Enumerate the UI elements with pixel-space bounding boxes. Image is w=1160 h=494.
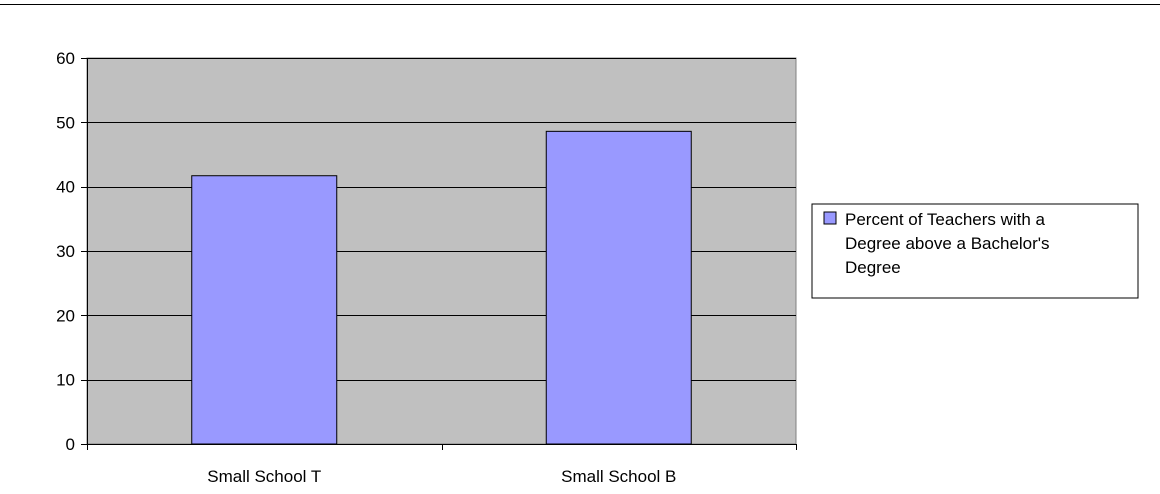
legend-label-line-1: Degree above a Bachelor's bbox=[845, 234, 1050, 253]
bar-small-school-b bbox=[545, 130, 692, 445]
x-tick-label-1: Small School B bbox=[561, 467, 676, 486]
y-tick-label-40: 40 bbox=[56, 178, 75, 197]
legend-label-line-2: Degree bbox=[845, 258, 901, 277]
axes bbox=[81, 58, 797, 450]
x-tick-labels: Small School T Small School B bbox=[207, 467, 676, 486]
y-tick-labels: 0 10 20 30 40 50 60 bbox=[56, 49, 75, 454]
y-tick-label-50: 50 bbox=[56, 113, 75, 132]
x-tick-label-0: Small School T bbox=[207, 467, 321, 486]
bars bbox=[191, 130, 692, 445]
legend-swatch bbox=[823, 211, 837, 225]
y-tick-label-20: 20 bbox=[56, 306, 75, 325]
legend-box bbox=[811, 203, 1139, 299]
y-tick-label-60: 60 bbox=[56, 49, 75, 68]
top-rule bbox=[0, 4, 1160, 5]
y-tick-label-30: 30 bbox=[56, 242, 75, 261]
y-tick-label-0: 0 bbox=[66, 435, 75, 454]
legend-label-line-0: Percent of Teachers with a bbox=[845, 210, 1046, 229]
y-tick-label-10: 10 bbox=[56, 371, 75, 390]
legend: Percent of Teachers with a Degree above a… bbox=[811, 203, 1139, 299]
bar-small-school-t bbox=[191, 175, 338, 445]
